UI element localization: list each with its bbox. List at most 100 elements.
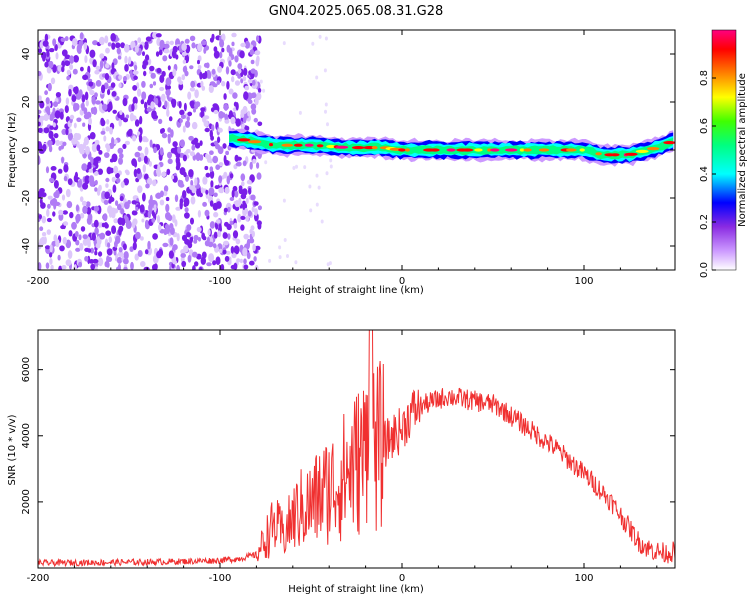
noise-cell [124,140,130,146]
noise-cell [38,109,42,114]
noise-cell [213,50,220,59]
noise-cell [161,128,166,133]
noise-cell [153,115,159,119]
noise-cell [194,142,201,149]
noise-cell [148,161,152,167]
noise-cell [222,249,227,255]
noise-cell [125,114,130,119]
noise-cell [52,107,56,114]
noise-cell [224,159,230,166]
noise-cell [159,86,165,92]
noise-cell [245,197,249,204]
ridge-hotspot [335,145,349,149]
noise-cell [234,206,240,212]
noise-cell [84,55,88,64]
noise-cell [217,136,221,143]
noise-cell [64,36,69,42]
noise-cell [49,177,55,183]
noise-cell [229,197,235,201]
noise-cell [39,100,45,109]
noise-cell [45,106,51,113]
noise-cell [189,35,196,42]
noise-cell [104,152,110,159]
noise-cell [63,175,68,182]
noise-cell [94,266,98,270]
noise-cell [257,88,262,93]
ridge-hotspot [304,143,314,147]
noise-cell [183,171,187,178]
spectrogram-x-ticks: -200 -100 0 100 [27,30,658,287]
noise-cell [142,51,145,56]
noise-cell [96,144,101,152]
noise-cell [158,224,162,231]
noise-cell [162,242,169,248]
noise-cell [118,225,124,232]
noise-cell [181,43,187,51]
noise-cell [85,145,90,155]
ridge-hotspot [565,148,577,152]
noise-cell [250,92,257,99]
noise-cell [247,110,251,117]
noise-cell [92,167,96,173]
noise-cell [218,223,222,231]
noise-cell [90,263,96,270]
snr-series-line [38,330,675,568]
noise-cell [182,59,187,64]
noise-cell [227,233,231,240]
noise-cell [215,219,221,224]
noise-cell [73,86,78,94]
noise-cell [155,51,160,57]
noise-cell [46,217,52,223]
noise-cell [257,205,262,211]
noise-cell [71,221,77,230]
noise-cell [200,80,204,88]
noise-cell [91,143,98,153]
noise-cell [205,62,210,69]
noise-cell [282,41,286,46]
noise-cell [53,180,59,189]
noise-cell [315,173,319,178]
noise-cell [38,262,42,270]
noise-cell [120,181,125,189]
noise-cell [152,233,159,240]
noise-cell [118,247,123,253]
noise-cell [156,215,161,224]
noise-cell [219,162,224,167]
noise-cell [221,33,226,42]
noise-cell [323,68,327,73]
noise-cell [172,68,177,77]
noise-cell [315,202,319,207]
noise-cell [42,40,49,47]
noise-cell [190,80,196,88]
noise-cell [83,113,90,120]
noise-cell [162,55,168,62]
noise-cell [57,254,61,261]
noise-cell [167,65,171,71]
noise-cell [67,250,73,259]
noise-cell [204,209,210,217]
ridge-hotspot [247,140,262,144]
noise-cell [105,230,112,236]
noise-cell [63,164,69,173]
noise-cell [53,101,58,108]
noise-cell [174,219,178,227]
noise-cell [44,90,48,96]
noise-cell [201,232,206,240]
x-tick-label: 0 [399,573,405,584]
noise-cell [69,64,74,70]
noise-cell [253,117,258,123]
noise-cell [88,81,94,87]
noise-cell [179,109,185,116]
noise-cell [38,214,43,220]
noise-cell [191,144,196,151]
noise-cell [184,212,190,219]
noise-cell [65,188,71,198]
noise-cell [244,207,249,214]
noise-cell [167,127,172,133]
noise-cell [176,264,180,270]
noise-cell [149,139,153,148]
noise-cell [118,157,123,165]
noise-cell [212,243,217,249]
noise-cell [61,194,66,201]
noise-cell [123,178,129,186]
